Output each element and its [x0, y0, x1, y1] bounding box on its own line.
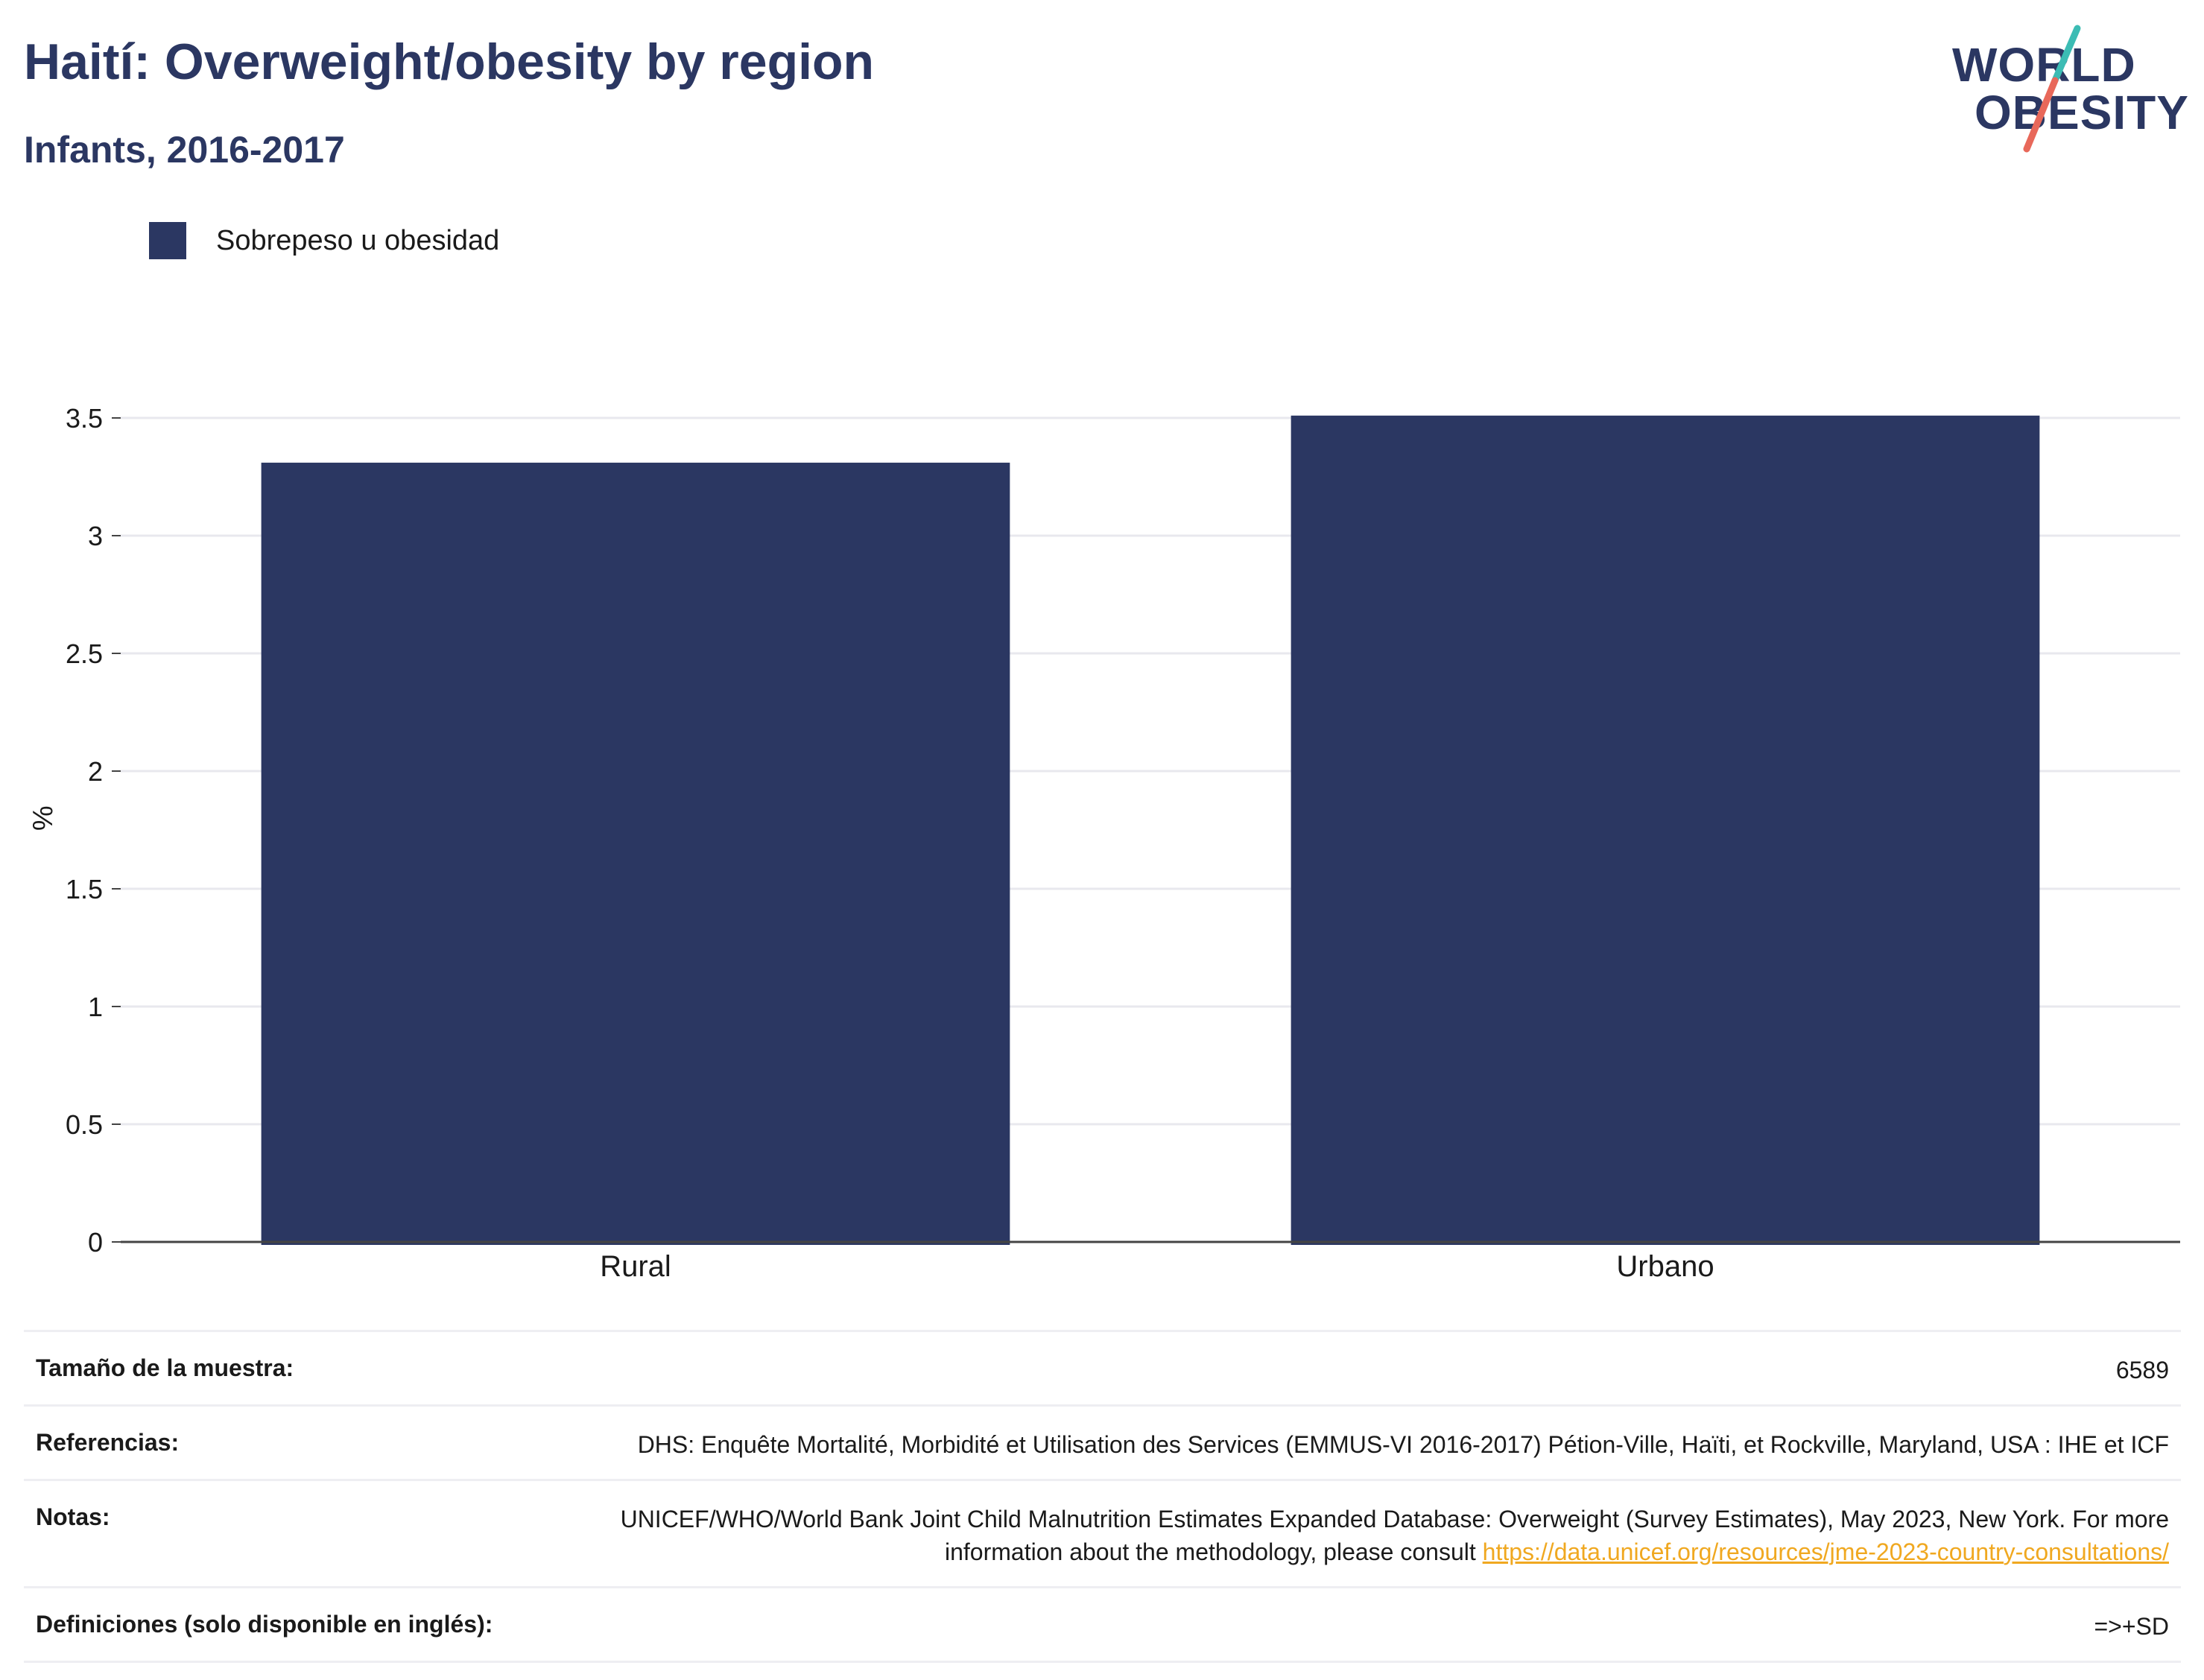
y-tick-label: 2.5	[66, 638, 103, 669]
notes-value: UNICEF/WHO/World Bank Joint Child Malnut…	[545, 1503, 2169, 1568]
y-tick-label: 2	[88, 756, 103, 787]
info-row-notes: Notas: UNICEF/WHO/World Bank Joint Child…	[24, 1479, 2181, 1585]
logo-slash-icon	[2023, 25, 2081, 153]
page-subtitle: Infants, 2016-2017	[24, 129, 345, 171]
world-obesity-logo: WORLD OBESITY	[1945, 22, 2191, 156]
legend-swatch	[149, 222, 186, 259]
y-tick-label: 3.5	[66, 403, 103, 434]
bar-rural	[261, 463, 1010, 1245]
logo-text-line2: OBESITY	[1975, 86, 2189, 139]
info-table: Tamaño de la muestra: 6589 Referencias: …	[24, 1330, 2181, 1663]
y-tick-label: 1.5	[66, 874, 103, 904]
y-tick-label: 0	[88, 1227, 103, 1258]
definitions-label: Definiciones (solo disponible en inglés)…	[36, 1610, 493, 1638]
references-value: DHS: Enquête Mortalité, Morbidité et Uti…	[637, 1431, 2169, 1459]
legend-label: Sobrepeso u obesidad	[216, 224, 500, 256]
sample-size-label: Tamaño de la muestra:	[36, 1354, 294, 1381]
definitions-value: =>+SD	[2094, 1612, 2169, 1640]
bars	[261, 415, 2040, 1245]
info-row-definitions: Definiciones (solo disponible en inglés)…	[24, 1585, 2181, 1663]
y-tick-label: 0.5	[66, 1109, 103, 1140]
info-row-references: Referencias: DHS: Enquête Mortalité, Mor…	[24, 1404, 2181, 1479]
references-label: Referencias:	[36, 1429, 180, 1456]
bar-urbano	[1291, 415, 2040, 1245]
info-row-sample-size: Tamaño de la muestra: 6589	[24, 1330, 2181, 1404]
sample-size-value: 6589	[2115, 1357, 2169, 1383]
page-title: Haití: Overweight/obesity by region	[24, 34, 875, 90]
chart-legend[interactable]: Sobrepeso u obesidad	[149, 222, 499, 259]
x-tick-label: Rural	[600, 1250, 671, 1283]
logo-text-line1: WORLD	[1952, 38, 2136, 92]
y-axis-label: %	[28, 805, 59, 831]
bar-chart: 0 0.5 1 1.5 2 2.5 3 3.5% Rural Urbano	[28, 403, 2180, 1283]
axes: 0 0.5 1 1.5 2 2.5 3 3.5% Rural Urbano	[28, 403, 2180, 1283]
y-tick-label: 1	[88, 992, 103, 1022]
notes-label: Notas:	[36, 1503, 110, 1531]
y-tick-label: 3	[88, 521, 103, 551]
notes-text: UNICEF/WHO/World Bank Joint Child Malnut…	[620, 1506, 2169, 1565]
methodology-link[interactable]: https://data.unicef.org/resources/jme-20…	[1482, 1538, 2169, 1565]
x-tick-label: Urbano	[1616, 1250, 1714, 1283]
